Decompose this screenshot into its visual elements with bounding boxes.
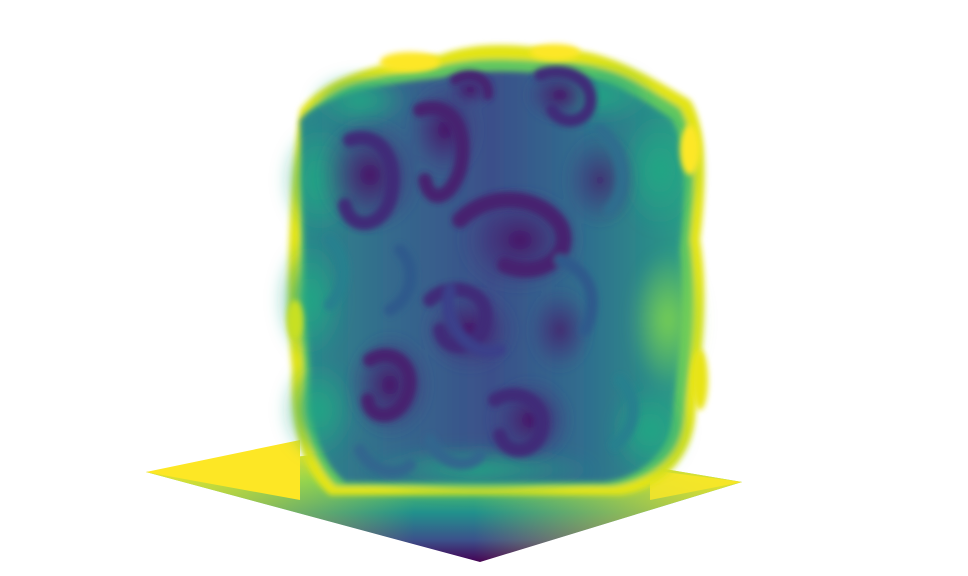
sculpture-tendrils [324,65,639,478]
sculpture-top-rim [287,44,708,410]
